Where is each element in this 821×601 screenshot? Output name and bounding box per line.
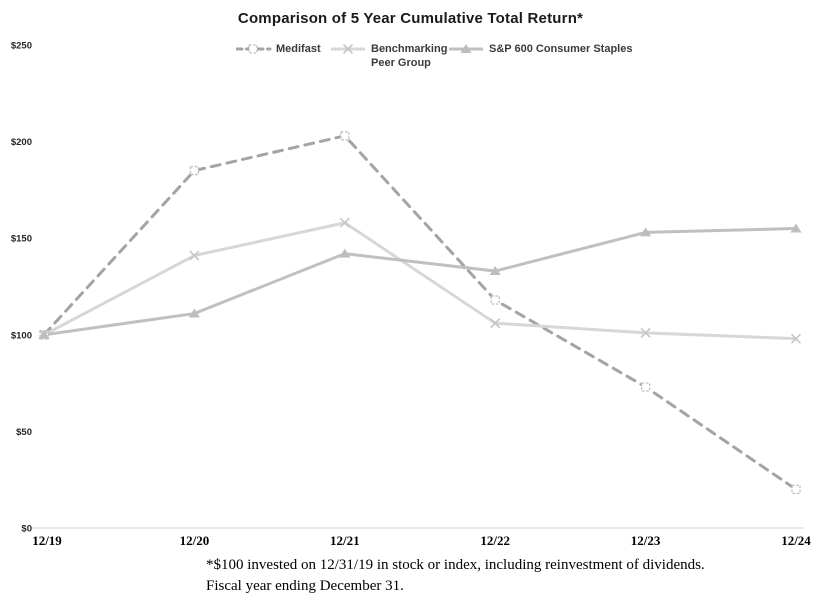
x-marker-icon bbox=[640, 327, 651, 338]
page-title: Comparison of 5 Year Cumulative Total Re… bbox=[237, 10, 584, 27]
x-tick-label: 12/21 bbox=[330, 533, 360, 548]
y-tick-label: $250 bbox=[11, 41, 32, 52]
legend-item-peer-group: Benchmarking Peer Group bbox=[331, 42, 447, 70]
square-open-marker-icon bbox=[791, 484, 801, 495]
sp600-line-sample-icon bbox=[449, 44, 483, 53]
triangle-marker-icon bbox=[460, 44, 472, 53]
x-marker-icon bbox=[490, 318, 501, 329]
triangle-marker-icon bbox=[188, 308, 200, 318]
square-open-marker-icon bbox=[340, 131, 350, 141]
medifast-line-sample-icon bbox=[236, 44, 272, 54]
x-tick-label: 12/19 bbox=[32, 533, 62, 548]
x-tick-label: 12/24 bbox=[781, 533, 811, 548]
x-tick-label: 12/20 bbox=[180, 533, 210, 548]
legend-item-medifast: Medifast bbox=[236, 42, 321, 56]
square-open-marker-icon bbox=[640, 382, 651, 392]
x-tick-label: 12/23 bbox=[631, 533, 661, 548]
triangle-marker-icon bbox=[489, 266, 501, 276]
y-tick-label: $100 bbox=[11, 330, 32, 341]
legend-label-sp600: S&P 600 Consumer Staples bbox=[489, 43, 633, 55]
y-tick-label: $50 bbox=[16, 427, 32, 438]
x-marker-icon bbox=[339, 217, 350, 228]
x-tick-label: 12/22 bbox=[480, 533, 510, 548]
y-tick-label: $150 bbox=[11, 234, 32, 245]
x-marker-icon bbox=[790, 333, 802, 344]
triangle-marker-icon bbox=[790, 223, 802, 233]
triangle-marker-icon bbox=[38, 329, 50, 339]
y-tick-label: $200 bbox=[11, 137, 32, 148]
series-line-2 bbox=[43, 227, 797, 337]
chart-footnote: *$100 invested on 12/31/19 in stock or i… bbox=[206, 555, 705, 597]
legend-label-peer-group: Benchmarking bbox=[371, 43, 448, 55]
square-open-marker-icon bbox=[248, 44, 258, 54]
triangle-marker-icon bbox=[339, 248, 351, 258]
y-tick-label: $0 bbox=[21, 524, 32, 535]
legend-label-medifast: Medifast bbox=[276, 43, 321, 55]
series-line-1 bbox=[43, 221, 797, 341]
square-open-marker-icon bbox=[189, 165, 200, 176]
legend-label-peer-group-line2: Peer Group bbox=[371, 57, 431, 69]
x-marker-icon bbox=[342, 43, 354, 55]
series-line-0 bbox=[42, 134, 798, 491]
footnote-line-1: *$100 invested on 12/31/19 in stock or i… bbox=[206, 557, 705, 573]
footnote-line-2: Fiscal year ending December 31. bbox=[206, 578, 404, 594]
x-marker-icon bbox=[189, 250, 200, 261]
square-open-marker-icon bbox=[490, 295, 500, 305]
peer-group-line-sample-icon bbox=[331, 43, 365, 55]
legend-item-sp600: S&P 600 Consumer Staples bbox=[449, 42, 632, 56]
triangle-marker-icon bbox=[640, 227, 652, 237]
